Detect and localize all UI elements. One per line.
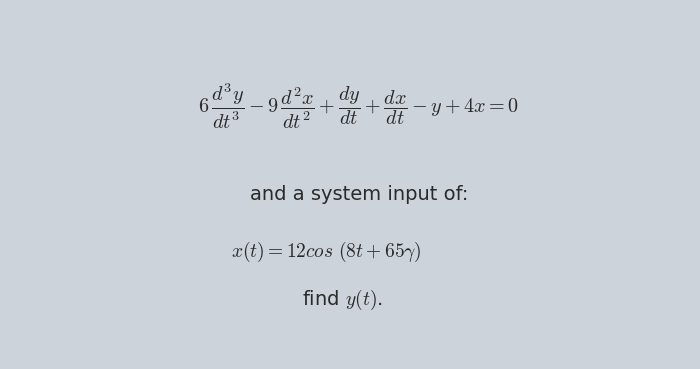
- Text: $x(t) = 12\mathit{cos}\ (8t + 65°)$: $x(t) = 12\mathit{cos}\ (8t + 65°)$: [231, 239, 421, 264]
- Text: $6\,\dfrac{d^3y}{dt^3} - 9\,\dfrac{d^2x}{dt^2} + \dfrac{dy}{dt} + \dfrac{dx}{dt}: $6\,\dfrac{d^3y}{dt^3} - 9\,\dfrac{d^2x}…: [198, 82, 519, 131]
- Text: and a system input of:: and a system input of:: [250, 185, 468, 204]
- Text: find $y(t)$.: find $y(t)$.: [302, 288, 383, 312]
